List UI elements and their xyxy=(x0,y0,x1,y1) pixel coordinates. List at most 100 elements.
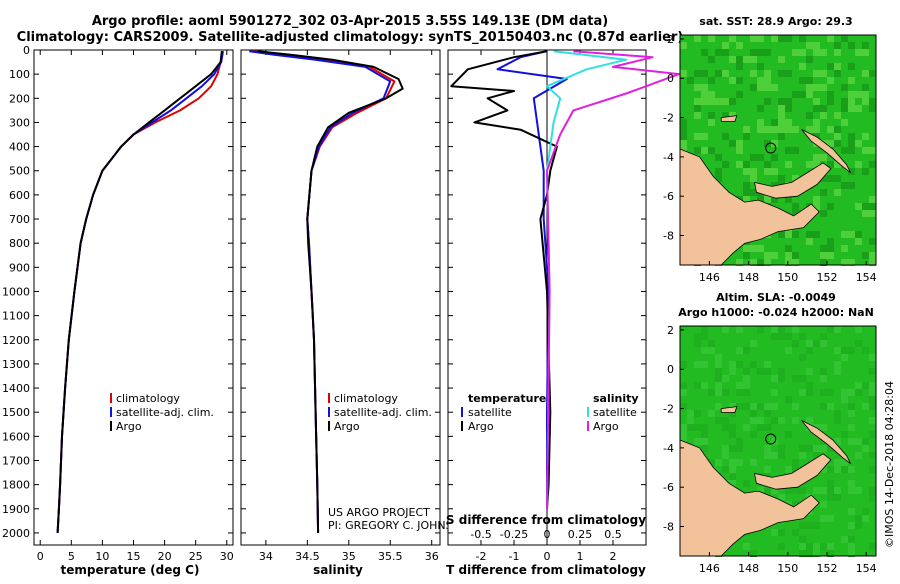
salinity-xlabel: salinity xyxy=(313,563,363,577)
map-texture-cell xyxy=(715,389,722,396)
legend-argo: Argo xyxy=(116,420,142,433)
map-texture-cell xyxy=(785,347,792,354)
map-texture-cell xyxy=(834,63,841,70)
map-texture-cell xyxy=(806,368,813,375)
map-texture-cell xyxy=(785,259,792,266)
map-texture-cell xyxy=(771,35,778,42)
map-texture-cell xyxy=(848,77,855,84)
sla-map-title-2: Argo h1000: -0.024 h2000: NaN xyxy=(678,306,874,319)
depth-tick-label: 100 xyxy=(9,68,30,81)
sal-diff-tick-label: 0.5 xyxy=(604,528,622,541)
map-texture-cell xyxy=(848,231,855,238)
map-texture-cell xyxy=(869,417,876,424)
legend-argo: Argo xyxy=(334,420,360,433)
difference-panel: -2 -1 0 1 2 -0.5 -0.25 0 0.25 0.5 S difference fr… xyxy=(446,49,680,577)
map-texture-cell xyxy=(743,182,750,189)
map-texture-cell xyxy=(750,84,757,91)
temperature-panel: 0100200300400500600700800900100011001200… xyxy=(2,44,234,577)
legend-sal-argo: Argo xyxy=(593,420,619,433)
map-texture-cell xyxy=(764,424,771,431)
map-texture-cell xyxy=(841,347,848,354)
map-texture-cell xyxy=(785,245,792,252)
temperature-xtick-label: 20 xyxy=(158,550,172,563)
map-texture-cell xyxy=(736,161,743,168)
map-texture-cell xyxy=(862,91,869,98)
map-texture-cell xyxy=(771,417,778,424)
map-texture-cell xyxy=(708,340,715,347)
map-texture-cell xyxy=(694,133,701,140)
map-texture-cell xyxy=(764,445,771,452)
map-texture-cell xyxy=(785,70,792,77)
map-texture-cell xyxy=(855,522,862,529)
map-texture-cell xyxy=(715,49,722,56)
map-texture-cell xyxy=(757,368,764,375)
difference-top-label: S difference from climatology xyxy=(446,513,646,527)
map-texture-cell xyxy=(806,340,813,347)
map-texture-cell xyxy=(722,417,729,424)
map-texture-cell xyxy=(820,515,827,522)
map-texture-cell xyxy=(778,333,785,340)
salinity-plot-frame xyxy=(240,49,441,546)
map-land-new-britain xyxy=(753,453,832,490)
map-texture-cell xyxy=(799,487,806,494)
map-texture-cell xyxy=(806,522,813,529)
map-texture-cell xyxy=(736,347,743,354)
map-texture-cell xyxy=(834,487,841,494)
map-frame xyxy=(679,325,877,557)
map-lat-label: 0 xyxy=(667,72,674,85)
map-texture-cell xyxy=(701,347,708,354)
map-texture-cell xyxy=(743,543,750,550)
difference-xtick-label: 2 xyxy=(610,550,617,563)
map-texture-cell xyxy=(750,550,757,557)
map-texture-cell xyxy=(820,84,827,91)
map-texture-cell xyxy=(694,112,701,119)
map-texture-cell xyxy=(827,63,834,70)
map-texture-cell xyxy=(841,105,848,112)
map-lat-label: 2 xyxy=(667,324,674,337)
map-texture-cell xyxy=(813,42,820,49)
depth-tick-label: 1900 xyxy=(2,503,30,516)
map-texture-cell xyxy=(813,154,820,161)
map-texture-cell xyxy=(799,91,806,98)
map-texture-cell xyxy=(701,438,708,445)
map-texture-cell xyxy=(708,119,715,126)
map-texture-cell xyxy=(841,466,848,473)
depth-tick-label: 800 xyxy=(9,237,30,250)
map-texture-cell xyxy=(743,252,750,259)
map-texture-cell xyxy=(708,98,715,105)
sst-map-panel: sat. SST: 28.9 Argo: 29.3 146 148 150 152 15… xyxy=(663,15,877,284)
map-texture-cell xyxy=(778,70,785,77)
map-texture-cell xyxy=(743,375,750,382)
map-texture-cell xyxy=(820,543,827,550)
map-texture-cell xyxy=(757,84,764,91)
difference-legend: temperature satellite Argo salinity sate… xyxy=(461,392,639,433)
map-texture-cell xyxy=(708,459,715,466)
map-texture-cell xyxy=(722,452,729,459)
map-texture-cell xyxy=(736,389,743,396)
map-texture-cell xyxy=(729,466,736,473)
map-texture-cell xyxy=(729,403,736,410)
map-texture-cell xyxy=(680,70,687,77)
map-lon-label: 152 xyxy=(817,271,838,284)
map-lat-label: -6 xyxy=(663,481,674,494)
map-lat-label: 0 xyxy=(667,363,674,376)
map-texture-cell xyxy=(771,140,778,147)
legend-satellite: satellite-adj. clim. xyxy=(334,406,432,419)
map-texture-cell xyxy=(736,361,743,368)
map-texture-cell xyxy=(743,161,750,168)
map-texture-cell xyxy=(848,182,855,189)
map-texture-cell xyxy=(855,140,862,147)
map-texture-cell xyxy=(862,508,869,515)
map-texture-cell xyxy=(757,417,764,424)
map-texture-cell xyxy=(820,245,827,252)
map-texture-cell xyxy=(813,231,820,238)
map-texture-cell xyxy=(785,161,792,168)
map-texture-cell xyxy=(827,203,834,210)
map-texture-cell xyxy=(687,417,694,424)
map-texture-cell xyxy=(841,431,848,438)
map-texture-cell xyxy=(750,175,757,182)
map-texture-cell xyxy=(869,487,876,494)
map-texture-cell xyxy=(715,382,722,389)
map-texture-cell xyxy=(736,147,743,154)
map-texture-cell xyxy=(792,501,799,508)
